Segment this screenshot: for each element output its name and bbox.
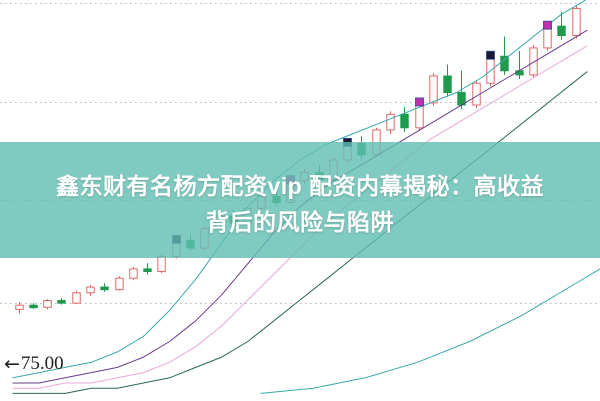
page-title: 鑫东财有名杨方配资vip 配资内幕揭秘：高收益 背后的风险与陷阱 — [0, 168, 600, 240]
price-value: 75.00 — [20, 353, 64, 374]
candlestick-series — [15, 5, 581, 314]
price-axis-label: ← 75.00 — [4, 353, 64, 375]
title-line-1: 鑫东财有名杨方配资vip 配资内幕揭秘：高收益 — [55, 173, 545, 199]
title-line-2: 背后的风险与陷阱 — [206, 209, 394, 235]
gridlines — [0, 3, 600, 304]
left-arrow-icon: ← — [4, 352, 20, 375]
